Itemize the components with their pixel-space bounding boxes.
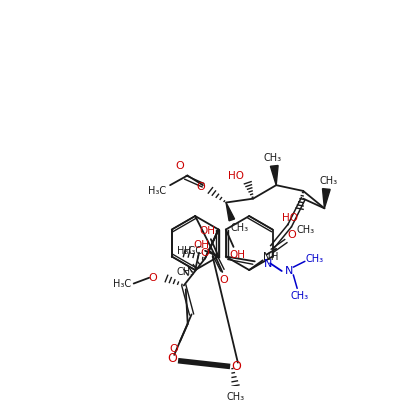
Text: NH: NH <box>263 252 278 262</box>
Text: OH: OH <box>199 226 215 236</box>
Text: H₃C: H₃C <box>177 246 195 256</box>
Text: O: O <box>196 182 205 192</box>
Text: H₃C: H₃C <box>184 246 202 256</box>
Text: CH₃: CH₃ <box>227 392 245 400</box>
Text: N: N <box>285 266 294 276</box>
Text: OH: OH <box>229 250 245 260</box>
Text: O: O <box>231 360 241 373</box>
Text: O: O <box>201 248 210 258</box>
Text: O: O <box>287 230 296 240</box>
Text: CH₃: CH₃ <box>177 267 195 277</box>
Text: H₃C: H₃C <box>113 278 131 288</box>
Text: O: O <box>220 275 229 285</box>
Polygon shape <box>270 166 278 185</box>
Text: CH₃: CH₃ <box>306 254 324 264</box>
Text: CH₃: CH₃ <box>319 176 337 186</box>
Text: HO: HO <box>228 170 244 180</box>
Text: H₃C: H₃C <box>148 186 166 196</box>
Polygon shape <box>322 189 330 208</box>
Text: CH₃: CH₃ <box>296 224 314 234</box>
Text: O: O <box>149 273 157 283</box>
Text: O: O <box>167 352 177 365</box>
Text: HO: HO <box>282 213 298 223</box>
Text: O: O <box>170 344 178 354</box>
Text: OH: OH <box>193 240 209 250</box>
Text: CH₃: CH₃ <box>290 291 308 301</box>
Text: N: N <box>264 259 273 269</box>
Polygon shape <box>226 202 234 221</box>
Text: O: O <box>175 161 184 171</box>
Text: CH₃: CH₃ <box>230 222 249 232</box>
Text: CH₃: CH₃ <box>263 153 281 163</box>
